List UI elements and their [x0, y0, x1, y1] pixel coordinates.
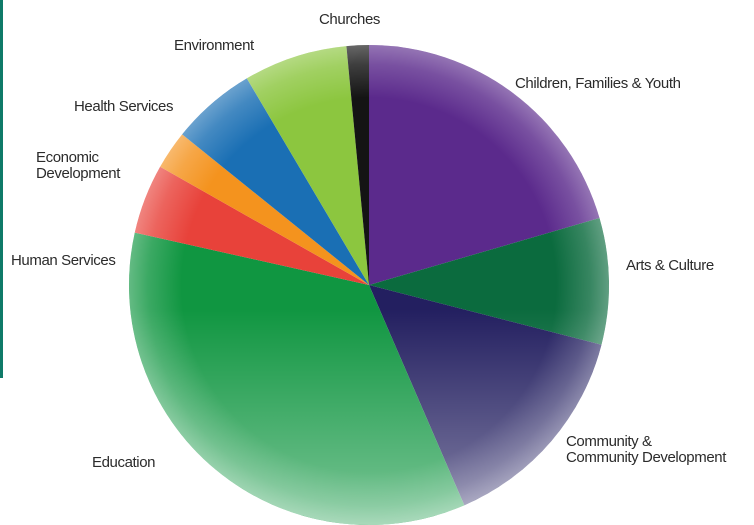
slice-label-line: Education [92, 454, 155, 471]
slice-label-education: Education [92, 454, 155, 471]
slice-label-line: Health Services [74, 98, 173, 115]
slice-label-health-services: Health Services [74, 98, 173, 115]
slice-label-children-families-youth: Children, Families & Youth [515, 75, 681, 92]
slice-label-economic-development: Economic Development [36, 149, 121, 182]
slice-label-line: Human Services [11, 252, 115, 269]
slice-label-line: Community Development [566, 449, 727, 466]
slice-label-arts-culture: Arts & Culture [626, 257, 714, 274]
slice-label-line: Economic [36, 149, 100, 166]
slice-label-line: Development [36, 165, 121, 182]
pie-labels: Children, Families & Youth Arts & Culture… [11, 11, 728, 471]
slice-label-line: Arts & Culture [626, 257, 714, 274]
slice-label-line: Churches [319, 11, 380, 28]
accent-bar [0, 0, 3, 378]
pie-bottom-sheen [129, 45, 609, 525]
slice-label-community-community-development: Community & Community Development [566, 433, 727, 466]
slice-label-line: Community & [566, 433, 652, 450]
slice-label-human-services: Human Services [11, 252, 115, 269]
slice-label-churches: Churches [319, 11, 380, 28]
slice-label-environment: Environment [174, 37, 255, 54]
slice-label-line: Environment [174, 37, 255, 54]
slice-label-line: Children, Families & Youth [515, 75, 681, 92]
